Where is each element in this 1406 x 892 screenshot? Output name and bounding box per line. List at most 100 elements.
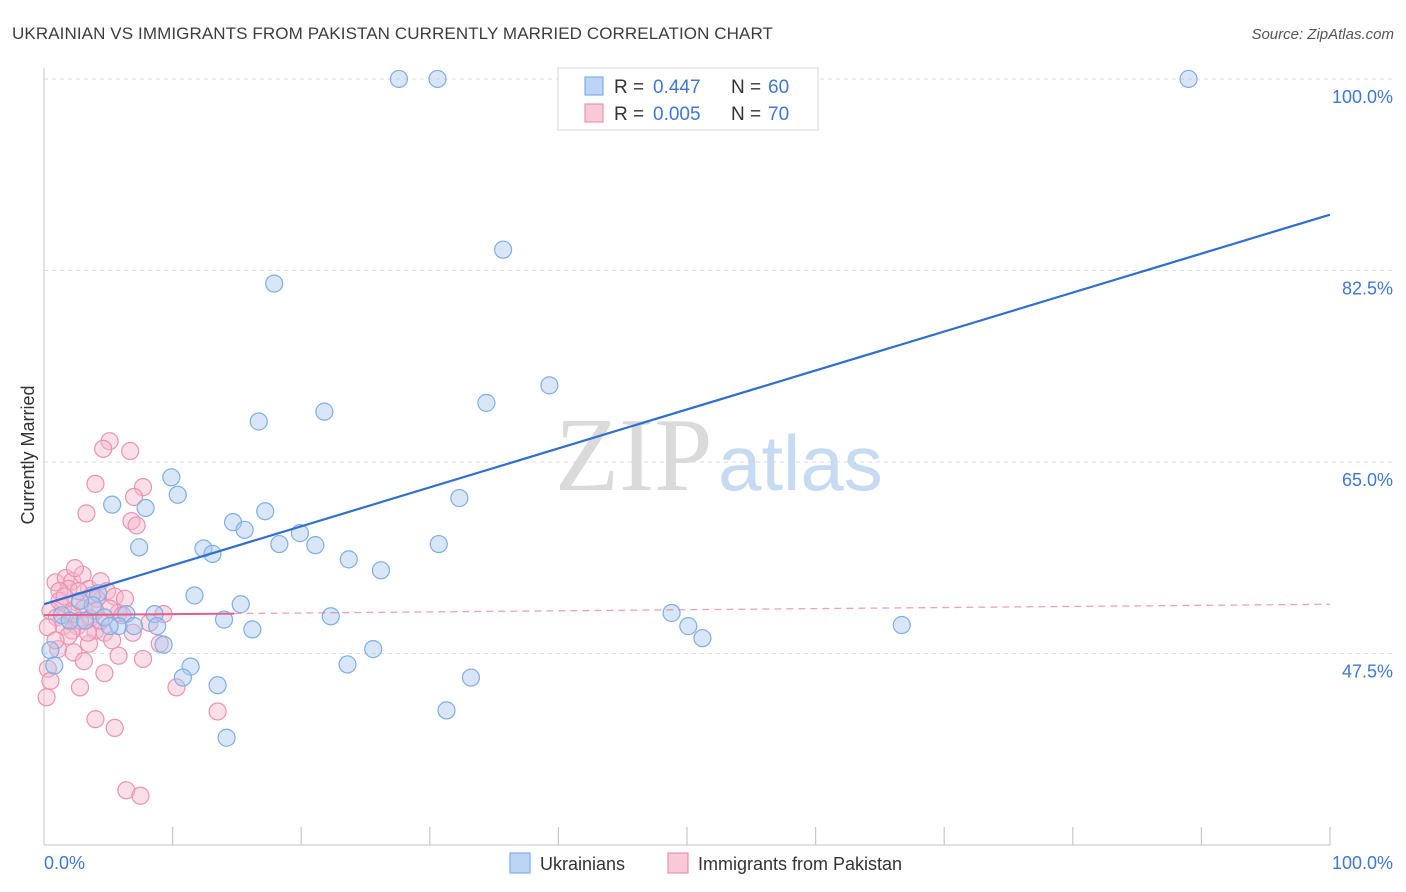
pakistan-point [117,781,136,800]
ukrainians-point [306,536,325,555]
legend-r-label: R = [614,104,644,125]
pakistan-point [167,678,186,697]
legend-r-value-pakistan: 0.005 [653,104,701,125]
y-tick-label: 65.0% [1342,470,1393,490]
series-legend-label-pakistan: Immigrants from Pakistan [698,854,902,874]
y-tick-labels: 100.0% 82.5% 65.0% 47.5% [1332,87,1393,682]
ukrainians-point [208,676,227,695]
stats-legend: R = 0.447 N = 60 R = 0.005 N = 70 [557,67,819,131]
series-legend-swatch-ukrainians [509,852,531,874]
ukrainians-point [214,610,234,629]
ukrainians-point [217,728,236,747]
ukrainians-point [477,393,496,412]
ukrainians-point [136,498,155,518]
ukrainians-point [45,656,64,675]
ukrainians-point [428,69,447,89]
x-tick-label-max: 100.0% [1332,853,1393,873]
pakistan-point [41,671,60,690]
pakistan-point [105,718,124,738]
legend-n-value-pakistan: 70 [768,104,789,125]
pakistan-point [70,678,90,697]
ukrainians-point [429,534,448,554]
legend-n-label: N = [731,104,761,125]
ukrainians-point [173,668,192,687]
ukrainians-point [679,617,698,636]
ukrainians-point [231,595,250,614]
ukrainians-point [540,376,559,395]
ukrainians-point [235,520,254,539]
ukrainians-point [100,617,119,636]
ukrainians-point [315,402,334,421]
ukrainians-point [693,629,712,648]
pakistan-point [121,441,140,461]
y-tick-label: 100.0% [1332,87,1393,107]
ukrainians-point [95,608,114,627]
trendline-ukrainians [43,213,1331,606]
series-legend-swatch-pakistan [667,852,689,874]
ukrainians-point [1179,69,1198,89]
legend-n-value-ukrainians: 60 [768,77,789,98]
ukrainians-point [461,668,481,687]
ukrainians-point [60,611,79,630]
pakistan-point [95,664,114,683]
pakistan-point [133,649,153,669]
legend-swatch-ukrainians [584,76,604,96]
pakistan-point [65,559,84,578]
series-legend: Ukrainians Immigrants from Pakistan [509,852,902,874]
watermark-zip: ZIP [555,396,713,513]
x-ticks [172,827,1331,845]
ukrainians-point [162,468,181,487]
pakistan-point [115,589,135,608]
pakistan-point [37,688,56,707]
ukrainians-point [494,240,513,259]
x-tick-label-min: 0.0% [44,853,85,873]
ukrainians-point [338,655,357,674]
legend-n-label: N = [731,77,761,98]
source-label: Source: ZipAtlas.com [1251,26,1394,43]
legend-r-label: R = [614,77,644,98]
y-tick-label: 82.5% [1342,278,1393,298]
ukrainians-point [76,611,95,630]
pakistan-point [74,652,93,671]
ukrainians-point [168,485,187,504]
ukrainians-point [389,69,409,89]
legend-r-value-ukrainians: 0.447 [653,77,701,98]
pakistan-point [208,702,227,721]
ukrainians-point [148,617,167,636]
trendline-pakistan-dashed [234,603,1331,615]
pakistan-point [86,474,105,493]
ukrainians-point [364,640,383,659]
series-legend-label-ukrainians: Ukrainians [540,854,625,874]
ukrainians-point [662,603,681,623]
ukrainians-point [892,615,911,635]
pakistan-point [94,439,113,458]
chart-title: UKRAINIAN VS IMMIGRANTS FROM PAKISTAN CU… [12,24,773,43]
ukrainians-point [371,561,391,580]
ukrainians-point [450,488,469,508]
ukrainians-point [249,412,268,431]
ukrainians-point [256,502,275,521]
ukrainians-point [41,641,60,660]
y-tick-label: 47.5% [1342,661,1393,681]
trendline-pakistan-solid [43,612,235,617]
ukrainians-point [265,274,284,293]
y-axis-label: Currently Married [18,385,38,524]
pakistan-point [124,487,144,507]
grid-layer [44,78,1394,654]
ukrainians-point [243,620,262,639]
ukrainians-point [154,635,173,654]
watermark-atlas: atlas [718,419,883,507]
pakistan-point [77,504,96,523]
pakistan-point [127,516,146,535]
pakistan-point [86,710,105,729]
legend-swatch-pakistan [584,103,604,123]
ukrainians-point [321,607,340,626]
ukrainians-point [103,495,122,514]
pakistan-point [133,478,153,497]
pakistan-point [109,646,128,665]
ukrainians-point [339,550,358,569]
pakistan-point [46,631,65,650]
trend-layer [43,213,1331,617]
ukrainians-point [130,538,149,557]
